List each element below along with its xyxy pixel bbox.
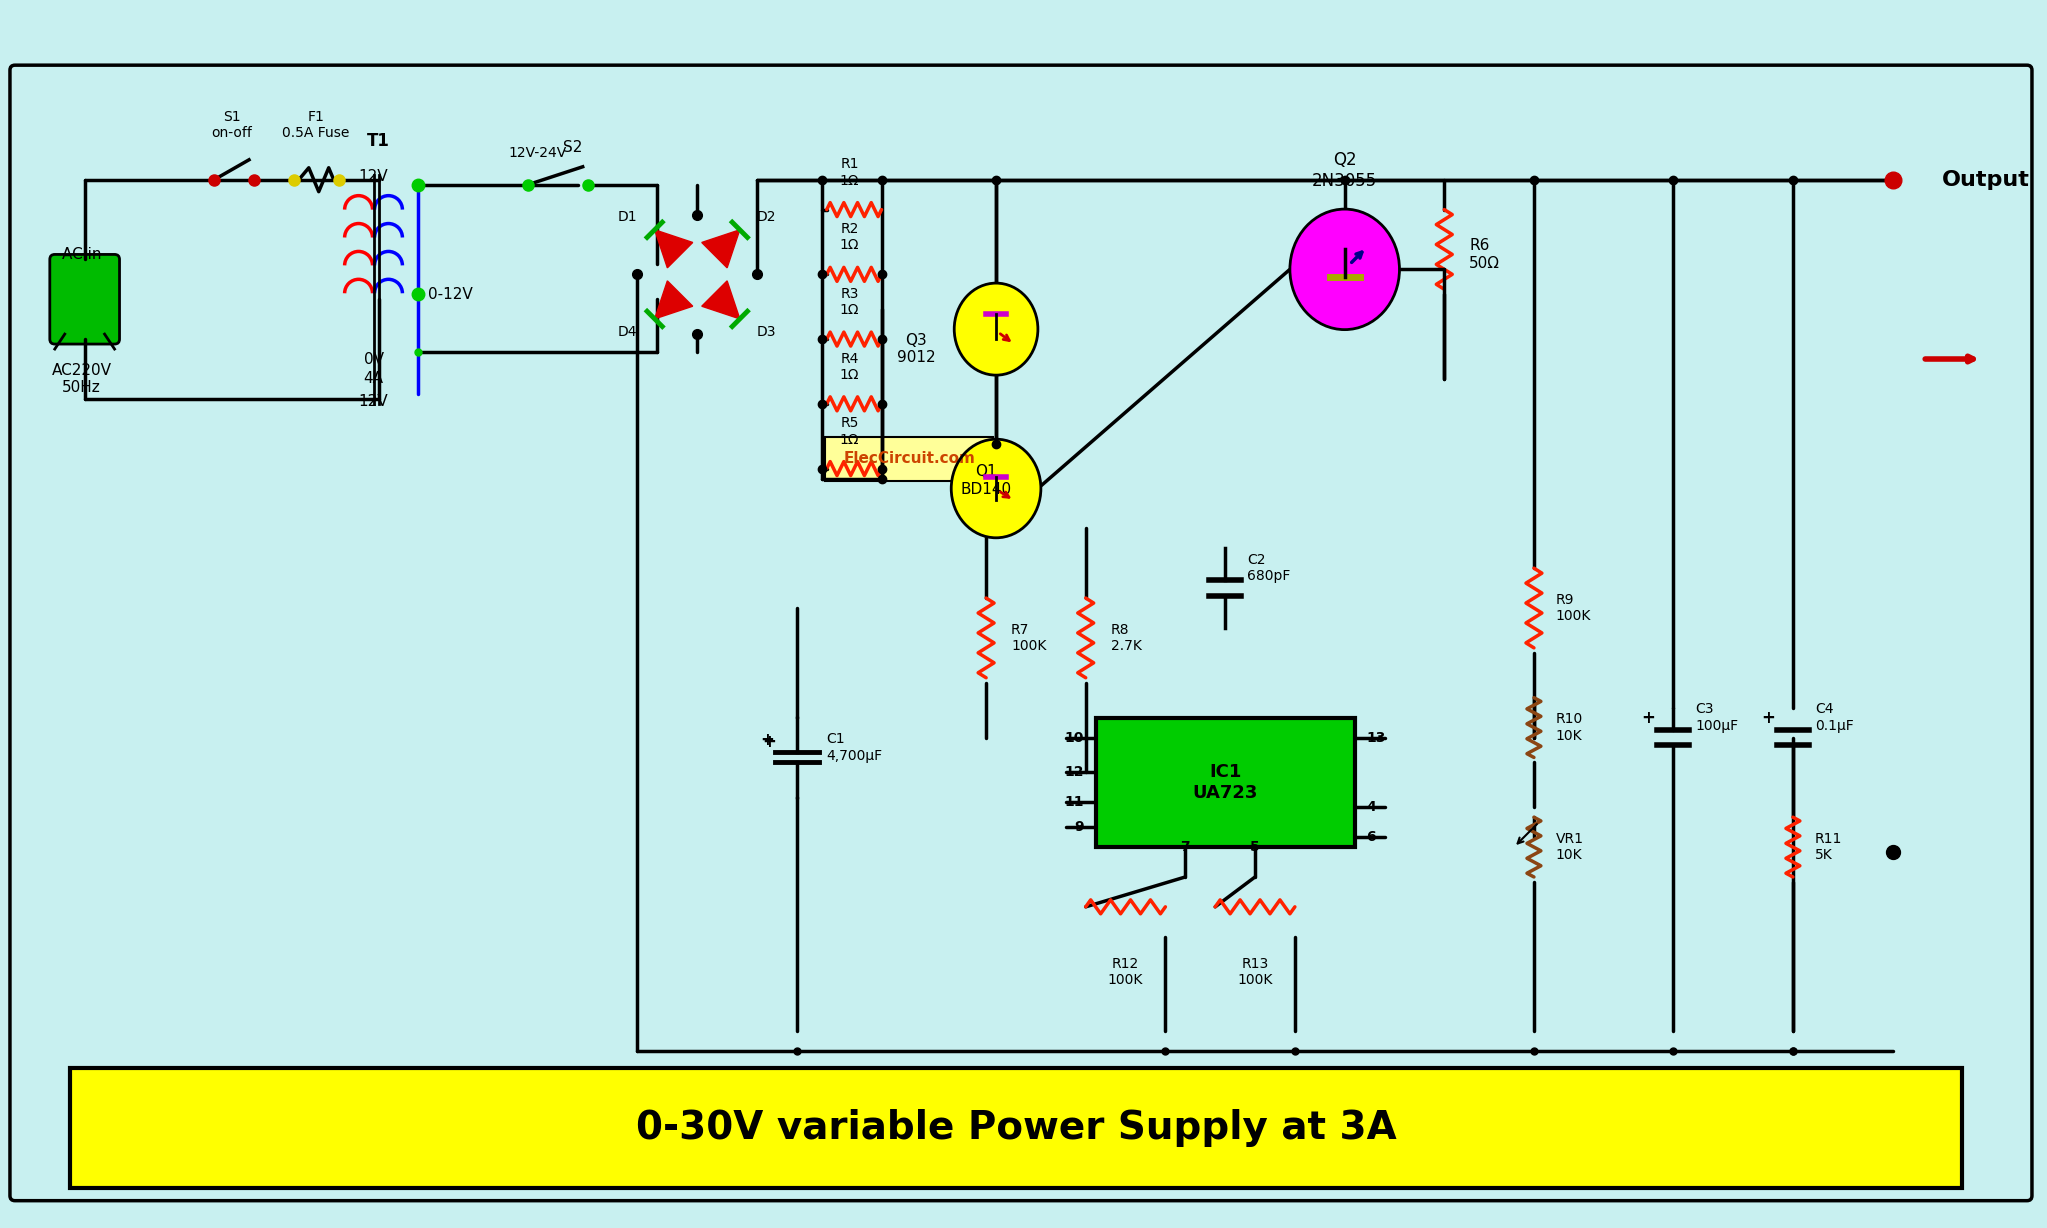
Text: R10
10K: R10 10K: [1556, 712, 1582, 743]
Text: 12V: 12V: [358, 394, 389, 409]
Text: 12: 12: [1064, 765, 1083, 780]
Text: R9
100K: R9 100K: [1556, 593, 1591, 623]
Text: R6
50Ω: R6 50Ω: [1470, 238, 1500, 270]
Text: Output: Output: [1943, 169, 2031, 189]
Text: R7
100K: R7 100K: [1011, 623, 1046, 653]
Text: 12V: 12V: [358, 169, 389, 184]
Text: F1
0.5A Fuse: F1 0.5A Fuse: [282, 109, 350, 140]
Text: AC in: AC in: [61, 247, 102, 262]
Ellipse shape: [952, 440, 1040, 538]
Text: R4
1Ω: R4 1Ω: [839, 351, 860, 382]
Polygon shape: [655, 281, 692, 319]
Text: AC220V
50Hz: AC220V 50Hz: [51, 362, 113, 395]
Text: R11
5K: R11 5K: [1816, 833, 1842, 862]
Text: D1: D1: [618, 210, 637, 223]
Text: IC1
UA723: IC1 UA723: [1193, 763, 1257, 802]
Text: S2: S2: [563, 140, 583, 155]
Text: 0-12V: 0-12V: [428, 287, 473, 302]
Ellipse shape: [1290, 209, 1400, 329]
Polygon shape: [702, 230, 739, 268]
Text: +: +: [761, 733, 776, 752]
Text: 9: 9: [1075, 820, 1083, 834]
Text: T1: T1: [366, 131, 389, 150]
Text: ElecCircuit.com: ElecCircuit.com: [843, 451, 974, 467]
Text: R13
100K: R13 100K: [1236, 957, 1273, 987]
FancyBboxPatch shape: [70, 1068, 1963, 1187]
Text: C3
100μF: C3 100μF: [1695, 702, 1738, 733]
Text: D2: D2: [757, 210, 776, 223]
Text: Q2
2N3055: Q2 2N3055: [1312, 151, 1378, 189]
Text: D3: D3: [757, 325, 776, 339]
Text: R2
1Ω: R2 1Ω: [839, 222, 860, 253]
Text: 7: 7: [1181, 840, 1189, 855]
Text: 4A: 4A: [364, 371, 383, 387]
Text: R8
2.7K: R8 2.7K: [1112, 623, 1142, 653]
Text: 4: 4: [1367, 801, 1376, 814]
FancyBboxPatch shape: [825, 437, 993, 480]
Text: 10: 10: [1064, 731, 1083, 744]
Text: VR1
10K: VR1 10K: [1556, 833, 1584, 862]
Text: 0V: 0V: [364, 351, 383, 366]
Text: 11: 11: [1064, 796, 1083, 809]
Text: 12V-24V: 12V-24V: [510, 146, 567, 160]
Polygon shape: [655, 230, 692, 268]
Polygon shape: [702, 281, 739, 319]
Text: R5
1Ω: R5 1Ω: [839, 416, 860, 447]
Text: 6: 6: [1367, 830, 1376, 844]
Text: Q1
BD140: Q1 BD140: [960, 464, 1011, 497]
Text: 0-30V variable Power Supply at 3A: 0-30V variable Power Supply at 3A: [637, 1109, 1396, 1147]
FancyBboxPatch shape: [1095, 717, 1355, 847]
Text: 5: 5: [1251, 840, 1259, 855]
Text: +: +: [1642, 709, 1656, 727]
Text: C1
4,700μF: C1 4,700μF: [827, 732, 882, 763]
Text: Q3
9012: Q3 9012: [897, 333, 935, 365]
Text: R12
100K: R12 100K: [1107, 957, 1142, 987]
Text: C4
0.1μF: C4 0.1μF: [1816, 702, 1855, 733]
FancyBboxPatch shape: [10, 65, 2033, 1201]
Text: C2
680pF: C2 680pF: [1247, 553, 1290, 583]
Text: 13: 13: [1367, 731, 1386, 744]
Ellipse shape: [954, 284, 1038, 375]
Text: R3
1Ω: R3 1Ω: [839, 287, 860, 317]
Text: +: +: [759, 731, 774, 749]
FancyBboxPatch shape: [49, 254, 119, 344]
Text: S1
on-off: S1 on-off: [211, 109, 252, 140]
Text: +: +: [1760, 709, 1775, 727]
Text: R1
1Ω: R1 1Ω: [839, 157, 860, 188]
Text: D4: D4: [618, 325, 637, 339]
